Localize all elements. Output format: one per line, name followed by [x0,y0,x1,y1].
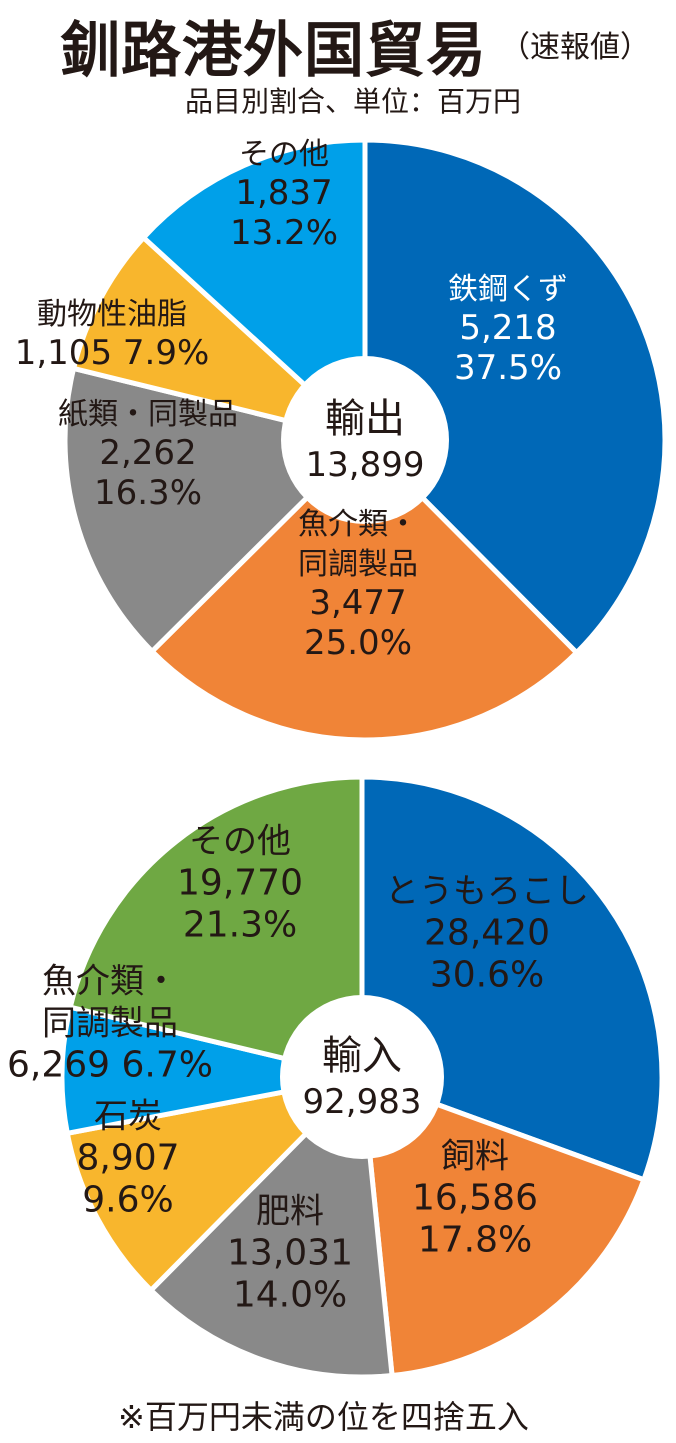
pie-slice [141,137,368,443]
slice-percent-label: 14.0% [233,1275,347,1316]
slice-percent-label: 13.2% [230,213,338,253]
chart-subtitle: （速報値） [500,30,650,65]
slice-value-label: 28,420 [424,913,550,954]
slice-name-label: 動物性油脂 [37,297,187,332]
pie-slice [149,437,580,743]
slice-percent-label: 30.6% [430,955,544,996]
pie-slice [64,1074,365,1293]
slice-name-label: 肥料 [256,1192,324,1232]
pie-slice [67,774,365,1080]
slice-name-label: 同調製品 [298,547,418,582]
slice-name-label: とうもろこし [385,872,589,912]
slice-percent-label: 25.0% [304,623,412,663]
footnote: ※百万円未満の位を四捨五入 [118,1398,529,1436]
slice-value-label: 19,770 [177,863,303,904]
slice-value-label: 3,477 [309,583,406,623]
pie-slice [359,1074,647,1378]
slice-percent-label: 21.3% [183,905,297,946]
slice-value-label: 1,837 [235,173,332,213]
slice-value-label: 16,586 [412,1178,538,1219]
chart-title: 釧路港外国貿易 [60,16,487,86]
slice-value-label: 8,907 [76,1138,179,1179]
pie-center-title: 輸出 [325,396,405,442]
slice-name-label: 鉄鋼くず [448,272,568,307]
slice-name-label: 魚介類・ [42,962,178,1002]
slice-percent-label: 16.3% [94,473,202,513]
unit-note: 品目別割合、単位：百万円 [185,85,522,118]
slice-value-label: 13,031 [227,1233,353,1274]
slice-value-label: 5,218 [459,308,556,348]
slice-name-label: 紙類・同製品 [58,397,238,432]
slice-name-label: その他 [189,822,291,862]
pie-center-title: 輸入 [322,1033,402,1079]
slice-name-label: 石炭 [94,1097,162,1137]
slice-name-label: 魚介類・ [298,507,418,542]
pie-center-total: 92,983 [303,1082,422,1122]
slice-name-label: 飼料 [441,1137,509,1177]
slice-value-percent-label: 1,105 7.9% [15,333,210,373]
pie-center [280,995,444,1159]
pie-slice [71,235,368,443]
slice-percent-label: 9.6% [82,1180,173,1221]
slice-value-label: 2,262 [99,433,196,473]
slice-percent-label: 37.5% [454,348,562,388]
slice-name-label: 同調製品 [42,1004,178,1044]
pie-center [281,356,449,524]
slice-name-label: その他 [239,137,329,172]
pie-slice [362,137,668,656]
slice-value-percent-label: 6,269 6.7% [7,1045,213,1086]
pie-center-total: 13,899 [306,445,425,485]
slice-percent-label: 17.8% [418,1220,532,1261]
